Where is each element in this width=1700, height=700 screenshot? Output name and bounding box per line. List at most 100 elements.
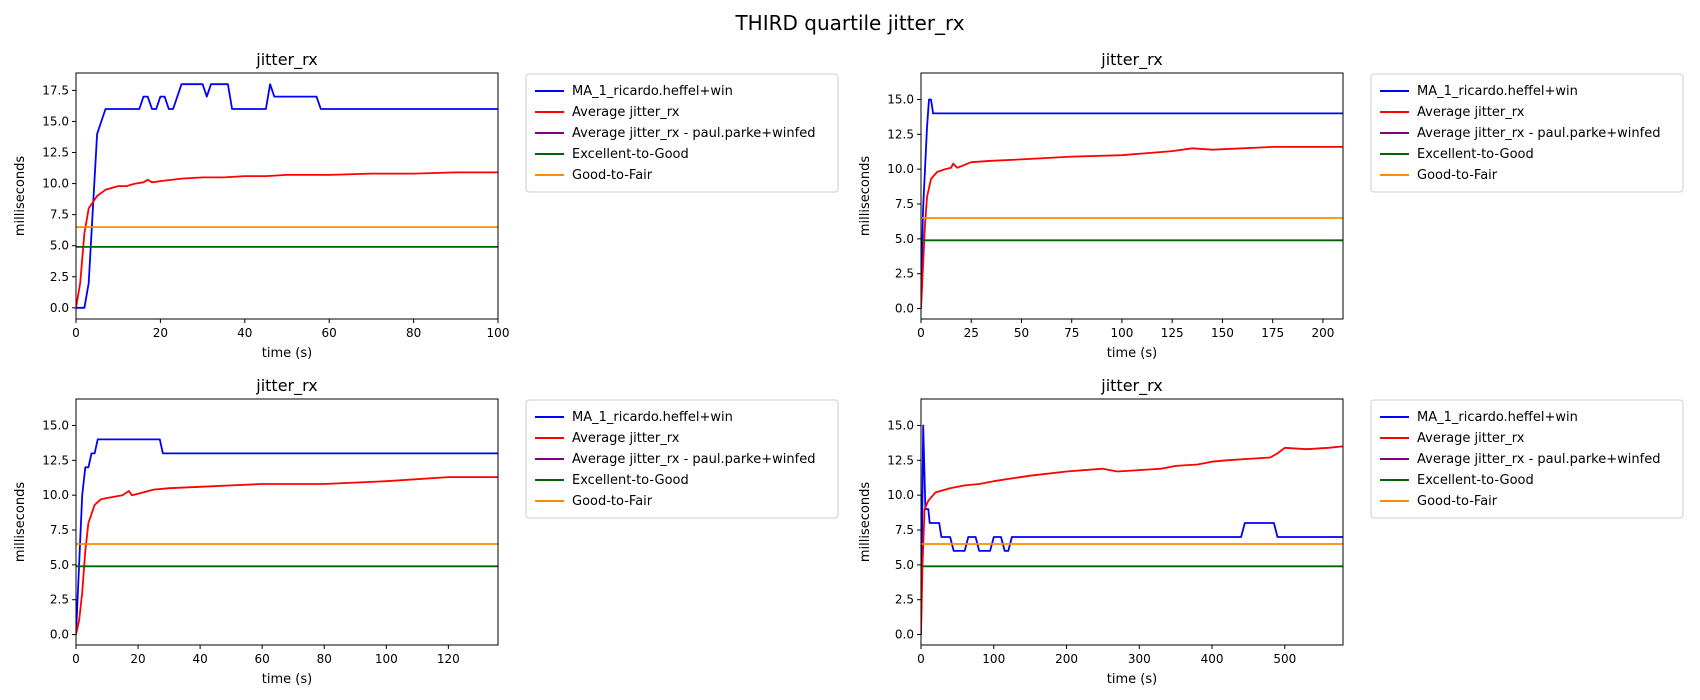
y-tick-label: 2.5 — [895, 267, 914, 281]
x-axis-label: time (s) — [262, 346, 312, 361]
x-tick-label: 125 — [1161, 326, 1184, 340]
legend-entry: Excellent-to-Good — [1417, 147, 1534, 162]
plot-area — [921, 424, 1343, 635]
series-line — [76, 171, 498, 308]
y-tick-label: 15.0 — [42, 418, 69, 432]
y-tick-label: 10.0 — [42, 488, 69, 502]
legend-entry: Excellent-to-Good — [572, 473, 689, 488]
x-tick-label: 500 — [1273, 652, 1296, 666]
y-axis-label: milliseconds — [13, 156, 28, 236]
legend-entry: Average jitter_rx — [1417, 431, 1525, 446]
x-axis-label: time (s) — [1107, 346, 1157, 361]
series-line — [76, 438, 498, 635]
axes-frame — [920, 72, 1344, 320]
x-tick-label: 60 — [255, 652, 270, 666]
y-tick-label: 0.0 — [895, 302, 914, 316]
y-tick-label: 0.0 — [50, 628, 69, 642]
legend-entry: Average jitter_rx — [1417, 105, 1525, 120]
series-line — [921, 145, 1343, 309]
y-axis-label: milliseconds — [858, 156, 873, 236]
y-tick-label: 7.5 — [895, 523, 914, 537]
series-line — [921, 424, 1343, 635]
legend-entry: MA_1_ricardo.heffel+win — [1417, 410, 1578, 425]
y-tick-label: 5.0 — [50, 239, 69, 253]
subplot-3: jitter_rx 0 20 40 60 80 100 120 0.0 2.5 5.0 7.5 10.0… — [13, 376, 839, 687]
x-tick-label: 80 — [317, 652, 332, 666]
x-tick-label: 100 — [1110, 326, 1133, 340]
legend-entry: Good-to-Fair — [1417, 168, 1498, 183]
y-tick-label: 5.0 — [895, 232, 914, 246]
subplot-title: jitter_rx — [255, 50, 317, 70]
legend-entry: Good-to-Fair — [572, 494, 653, 509]
subplot-title: jitter_rx — [1100, 50, 1162, 70]
legend-box — [1370, 399, 1684, 519]
legend-box — [525, 73, 839, 193]
x-tick-label: 20 — [130, 652, 145, 666]
x-tick-label: 0 — [72, 326, 80, 340]
y-tick-label: 5.0 — [895, 558, 914, 572]
y-tick-label: 12.5 — [42, 146, 69, 160]
plot-area — [921, 98, 1343, 309]
x-tick-label: 100 — [375, 652, 398, 666]
legend-entry: Excellent-to-Good — [1417, 473, 1534, 488]
y-tick-label: 10.0 — [887, 162, 914, 176]
axes-frame — [75, 72, 499, 320]
y-tick-label: 2.5 — [895, 593, 914, 607]
x-tick-label: 40 — [192, 652, 207, 666]
legend: MA_1_ricardo.heffel+win Average jitter_rx… — [1370, 399, 1684, 519]
x-tick-label: 50 — [1014, 326, 1029, 340]
legend-entry: MA_1_ricardo.heffel+win — [1417, 84, 1578, 99]
x-tick-label: 100 — [487, 326, 510, 340]
y-tick-label: 15.0 — [42, 114, 69, 128]
x-tick-label: 175 — [1261, 326, 1284, 340]
legend-entry: Excellent-to-Good — [572, 147, 689, 162]
y-tick-label: 2.5 — [50, 593, 69, 607]
y-tick-label: 5.0 — [50, 558, 69, 572]
legend-entry: Average jitter_rx - paul.parke+winfed — [1417, 452, 1660, 467]
y-tick-label: 0.0 — [895, 628, 914, 642]
y-tick-label: 15.0 — [887, 418, 914, 432]
x-tick-label: 0 — [917, 652, 925, 666]
subplot-4: jitter_rx 0 100 200 300 400 500 0.0 2.5 5.0 7.5 10.… — [858, 376, 1684, 687]
axes-frame — [75, 398, 499, 646]
x-tick-label: 25 — [964, 326, 979, 340]
legend-entry: MA_1_ricardo.heffel+win — [572, 84, 733, 99]
legend-entry: Good-to-Fair — [572, 168, 653, 183]
subplot-2: jitter_rx 0 25 50 75 100 125 150 175 200 0.0 2.5 5.0… — [858, 50, 1684, 361]
y-tick-label: 7.5 — [895, 197, 914, 211]
y-tick-label: 10.0 — [887, 488, 914, 502]
y-tick-label: 7.5 — [50, 208, 69, 222]
plot-area — [76, 438, 498, 635]
legend-entry: MA_1_ricardo.heffel+win — [572, 410, 733, 425]
y-axis-label: milliseconds — [858, 482, 873, 562]
legend-entry: Average jitter_rx - paul.parke+winfed — [572, 452, 815, 467]
x-tick-label: 60 — [322, 326, 337, 340]
x-tick-label: 20 — [153, 326, 168, 340]
legend-entry: Average jitter_rx — [572, 105, 680, 120]
subplot-1: jitter_rx 0 20 40 60 80 100 0.0 2.5 5.0 7.5 10.0 12.… — [13, 50, 839, 361]
x-tick-label: 40 — [237, 326, 252, 340]
legend-entry: Average jitter_rx - paul.parke+winfed — [572, 126, 815, 141]
subplots: jitter_rx 0 20 40 60 80 100 0.0 2.5 5.0 7.5 10.0 12.… — [13, 50, 1684, 687]
x-tick-label: 400 — [1201, 652, 1224, 666]
y-tick-label: 12.5 — [887, 127, 914, 141]
legend: MA_1_ricardo.heffel+win Average jitter_rx… — [525, 73, 839, 193]
figure-title: THIRD quartile jitter_rx — [734, 11, 964, 35]
y-tick-label: 10.0 — [42, 177, 69, 191]
x-tick-label: 100 — [982, 652, 1005, 666]
x-tick-label: 0 — [917, 326, 925, 340]
legend-entry: Average jitter_rx — [572, 431, 680, 446]
legend-entry: Good-to-Fair — [1417, 494, 1498, 509]
plot-area — [76, 83, 498, 309]
x-tick-label: 200 — [1311, 326, 1334, 340]
y-tick-label: 12.5 — [42, 453, 69, 467]
subplot-title: jitter_rx — [255, 376, 317, 396]
legend-entry: Average jitter_rx - paul.parke+winfed — [1417, 126, 1660, 141]
y-tick-label: 2.5 — [50, 270, 69, 284]
series-line — [76, 83, 498, 309]
legend-box — [525, 399, 839, 519]
y-tick-label: 0.0 — [50, 301, 69, 315]
y-tick-label: 7.5 — [50, 523, 69, 537]
x-tick-label: 80 — [406, 326, 421, 340]
